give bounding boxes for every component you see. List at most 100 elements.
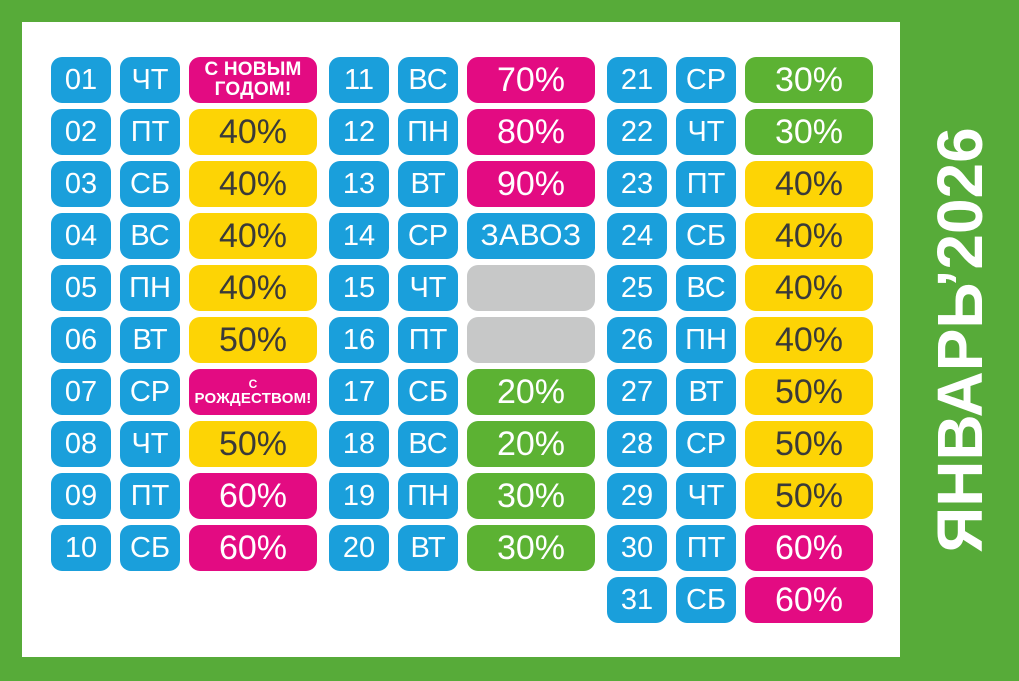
day-row: 18 ВС 20% (329, 421, 595, 467)
day-number-cell: 22 (607, 109, 667, 155)
day-of-week-cell: ВС (120, 213, 180, 259)
day-number-cell: 13 (329, 161, 389, 207)
day-of-week-cell: ЧТ (120, 421, 180, 467)
day-number-cell: 23 (607, 161, 667, 207)
day-of-week-cell: СБ (120, 525, 180, 571)
holiday-text-line: С (248, 376, 258, 391)
empty-cell (467, 317, 595, 363)
holiday-cell: С НОВЫМ ГОДОМ! (189, 57, 317, 103)
day-row: 04 ВС 40% (51, 213, 317, 259)
calendar-columns: 01 ЧТ С НОВЫМ ГОДОМ! 02 ПТ 40% 03 СБ 40% 04 ВС 40% 05… (22, 22, 900, 623)
day-of-week-cell: СР (398, 213, 458, 259)
day-number-cell: 18 (329, 421, 389, 467)
discount-cell: 20% (467, 369, 595, 415)
day-row: 10 СБ 60% (51, 525, 317, 571)
discount-cell: 40% (189, 109, 317, 155)
calendar-column: 01 ЧТ С НОВЫМ ГОДОМ! 02 ПТ 40% 03 СБ 40% 04 ВС 40% 05… (51, 57, 317, 623)
day-row: 03 СБ 40% (51, 161, 317, 207)
discount-cell: 30% (745, 109, 873, 155)
discount-cell: 40% (745, 161, 873, 207)
day-number-cell: 20 (329, 525, 389, 571)
day-row: 31 СБ 60% (607, 577, 873, 623)
discount-cell: 60% (745, 577, 873, 623)
day-row: 14 СР ЗАВОЗ (329, 213, 595, 259)
day-number-cell: 17 (329, 369, 389, 415)
calendar-column: 11 ВС 70% 12 ПН 80% 13 ВТ 90% 14 СР ЗАВОЗ 15 ЧТ 16 ПТ 17… (329, 57, 595, 623)
day-number-cell: 09 (51, 473, 111, 519)
empty-cell (467, 265, 595, 311)
discount-cell: 20% (467, 421, 595, 467)
day-row: 12 ПН 80% (329, 109, 595, 155)
holiday-text-line: РОЖДЕСТВОМ! (194, 389, 312, 407)
day-number-cell: 26 (607, 317, 667, 363)
day-row: 07 СР С РОЖДЕСТВОМ! (51, 369, 317, 415)
day-of-week-cell: ВТ (676, 369, 736, 415)
day-row: 25 ВС 40% (607, 265, 873, 311)
day-number-cell: 08 (51, 421, 111, 467)
day-row: 29 ЧТ 50% (607, 473, 873, 519)
day-of-week-cell: ЧТ (120, 57, 180, 103)
day-number-cell: 02 (51, 109, 111, 155)
month-title: ЯНВАРЬ’2026 (923, 127, 996, 553)
day-row: 11 ВС 70% (329, 57, 595, 103)
day-of-week-cell: ПН (120, 265, 180, 311)
day-of-week-cell: СБ (676, 577, 736, 623)
day-of-week-cell: ПТ (120, 109, 180, 155)
discount-cell: 80% (467, 109, 595, 155)
day-row: 02 ПТ 40% (51, 109, 317, 155)
discount-cell: 40% (189, 161, 317, 207)
day-of-week-cell: ПН (398, 109, 458, 155)
discount-cell: 50% (189, 421, 317, 467)
discount-cell: 60% (745, 525, 873, 571)
day-row: 20 ВТ 30% (329, 525, 595, 571)
day-row: 13 ВТ 90% (329, 161, 595, 207)
day-number-cell: 28 (607, 421, 667, 467)
discount-cell: 30% (467, 473, 595, 519)
day-row: 27 ВТ 50% (607, 369, 873, 415)
discount-cell: 40% (189, 213, 317, 259)
discount-cell: 40% (745, 317, 873, 363)
day-row: 05 ПН 40% (51, 265, 317, 311)
holiday-cell: С РОЖДЕСТВОМ! (189, 369, 317, 415)
discount-cell: 40% (189, 265, 317, 311)
day-number-cell: 24 (607, 213, 667, 259)
day-row: 24 СБ 40% (607, 213, 873, 259)
day-row: 28 СР 50% (607, 421, 873, 467)
day-row: 15 ЧТ (329, 265, 595, 311)
day-number-cell: 19 (329, 473, 389, 519)
day-number-cell: 04 (51, 213, 111, 259)
day-number-cell: 05 (51, 265, 111, 311)
day-of-week-cell: ПТ (120, 473, 180, 519)
discount-cell: 60% (189, 525, 317, 571)
day-of-week-cell: ВС (398, 421, 458, 467)
discount-cell: 30% (467, 525, 595, 571)
calendar-column: 21 СР 30% 22 ЧТ 30% 23 ПТ 40% 24 СБ 40% 25 ВС 40% 26 ПН 4… (607, 57, 873, 623)
discount-cell: 50% (745, 473, 873, 519)
day-of-week-cell: СР (120, 369, 180, 415)
day-number-cell: 14 (329, 213, 389, 259)
day-of-week-cell: СБ (398, 369, 458, 415)
day-number-cell: 16 (329, 317, 389, 363)
day-number-cell: 30 (607, 525, 667, 571)
day-number-cell: 10 (51, 525, 111, 571)
day-number-cell: 15 (329, 265, 389, 311)
day-number-cell: 29 (607, 473, 667, 519)
day-of-week-cell: ВТ (120, 317, 180, 363)
day-row: 08 ЧТ 50% (51, 421, 317, 467)
day-of-week-cell: ВС (398, 57, 458, 103)
day-of-week-cell: ЧТ (398, 265, 458, 311)
day-number-cell: 07 (51, 369, 111, 415)
day-row: 06 ВТ 50% (51, 317, 317, 363)
discount-cell: 50% (189, 317, 317, 363)
day-row: 17 СБ 20% (329, 369, 595, 415)
day-row: 22 ЧТ 30% (607, 109, 873, 155)
day-row: 26 ПН 40% (607, 317, 873, 363)
day-row: 09 ПТ 60% (51, 473, 317, 519)
day-of-week-cell: ЧТ (676, 109, 736, 155)
day-number-cell: 06 (51, 317, 111, 363)
day-of-week-cell: ПН (398, 473, 458, 519)
discount-cell: 70% (467, 57, 595, 103)
day-number-cell: 31 (607, 577, 667, 623)
day-of-week-cell: ПТ (676, 161, 736, 207)
